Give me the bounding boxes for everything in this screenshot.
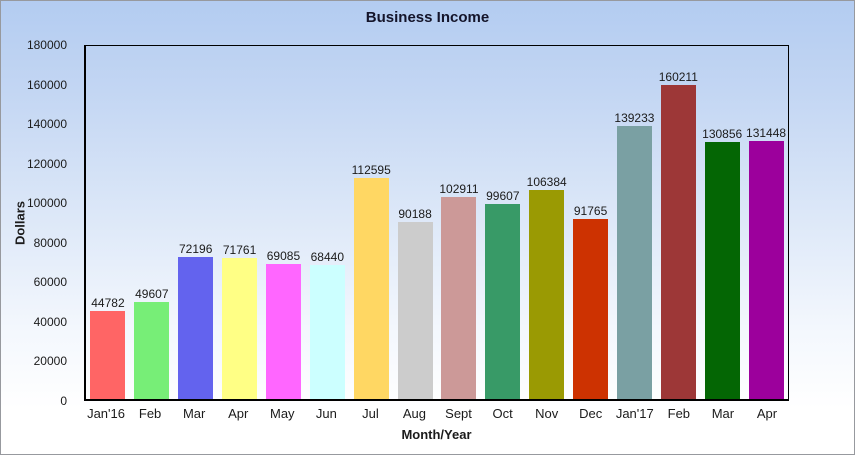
bar-slot-feb: 49607 — [130, 46, 174, 399]
bar-slot-feb: 160211 — [656, 46, 700, 399]
bar — [309, 264, 345, 399]
bar — [178, 257, 214, 399]
bar-value-label: 68440 — [310, 249, 344, 264]
bar — [529, 190, 565, 399]
bar-slot-mar: 130856 — [700, 46, 744, 399]
bar-slot-aug: 90188 — [393, 46, 437, 399]
bar-value-label: 72196 — [179, 242, 213, 257]
bar-value-label: 160211 — [658, 69, 698, 84]
y-tick-label: 100000 — [26, 196, 67, 211]
bar-value-label: 139233 — [614, 110, 655, 125]
bar-value-label: 90188 — [398, 207, 432, 222]
bar-slot-mar: 72196 — [174, 46, 218, 399]
bar-slot-jan17: 139233 — [613, 46, 657, 399]
y-tick-label: 180000 — [26, 38, 67, 52]
y-tick-label: 0 — [60, 394, 67, 408]
bar-value-label: 44782 — [91, 296, 125, 311]
x-axis-title: Month/Year — [401, 427, 472, 442]
bar — [397, 222, 433, 399]
x-tick-label: Jul — [362, 406, 379, 421]
bar-value-label: 130856 — [702, 127, 743, 142]
bar — [90, 311, 126, 399]
x-tick-label: Jan'16 — [87, 406, 125, 421]
bar-slot-dec: 91765 — [569, 46, 613, 399]
bar — [441, 197, 477, 399]
bar-slot-jan16: 44782 — [86, 46, 130, 399]
bar-value-label: 71761 — [222, 243, 257, 258]
bar-slot-may: 69085 — [262, 46, 306, 399]
bar — [134, 301, 170, 399]
bar — [353, 178, 389, 399]
x-tick-label: Apr — [756, 406, 778, 421]
x-tick-label: Mar — [711, 406, 735, 421]
x-tick-label: Sept — [445, 406, 472, 421]
bar — [704, 142, 740, 399]
x-tick-label: Jan'17 — [615, 406, 654, 421]
x-tick-label: Nov — [535, 406, 559, 421]
bar-value-label: 99607 — [486, 188, 520, 203]
x-tick-label: Mar — [182, 406, 206, 421]
bar-value-label: 102911 — [439, 182, 479, 197]
bar — [748, 141, 784, 399]
bar-slot-apr: 131448 — [744, 46, 788, 399]
bar-slot-jun: 68440 — [305, 46, 349, 399]
bar-value-label: 49607 — [135, 286, 169, 301]
bar-slot-sept: 102911 — [437, 46, 481, 399]
bar-slot-nov: 106384 — [525, 46, 569, 399]
plot-area: 44782 49607 72196 71761 69085 68440 112595 9018… — [84, 45, 789, 401]
bars-row: 44782 49607 72196 71761 69085 68440 112595 9018… — [86, 46, 788, 399]
bar — [616, 125, 652, 399]
bar — [573, 219, 609, 399]
x-tick-label: Dec — [579, 406, 603, 421]
bar-value-label: 106384 — [526, 175, 567, 190]
bar-value-label: 91765 — [573, 204, 608, 219]
y-axis-ticks: 0 20000 40000 60000 80000 100000 120000 140000 1… — [1, 38, 75, 408]
x-tick-label: Feb — [138, 406, 162, 421]
x-tick-label: May — [270, 406, 295, 421]
bar-slot-jul: 112595 — [349, 46, 393, 399]
chart-title: Business Income — [365, 9, 490, 26]
bar-value-label: 69085 — [266, 248, 301, 263]
bar — [660, 84, 696, 399]
y-tick-label: 20000 — [33, 354, 67, 369]
y-tick-label: 120000 — [26, 156, 67, 171]
bar — [222, 258, 258, 399]
y-tick-label: 160000 — [26, 77, 67, 92]
x-tick-label: Aug — [402, 406, 427, 421]
bar — [265, 263, 301, 399]
y-tick-label: 80000 — [33, 235, 67, 250]
x-axis-ticks: Jan'16 Feb Mar Apr May Jun Jul Aug Sept Oct Nov Dec… — [84, 406, 789, 421]
y-tick-label: 60000 — [33, 275, 67, 290]
bar-value-label: 131448 — [746, 126, 787, 141]
x-tick-label: Jun — [315, 406, 337, 421]
y-tick-label: 40000 — [33, 314, 67, 329]
y-tick-label: 140000 — [26, 117, 67, 132]
bar-slot-oct: 99607 — [481, 46, 525, 399]
bar — [485, 203, 521, 399]
bar-slot-apr: 71761 — [218, 46, 262, 399]
x-tick-label: Oct — [492, 406, 513, 421]
bar-value-label: 112595 — [351, 163, 391, 178]
x-tick-label: Feb — [667, 406, 691, 421]
x-tick-label: Apr — [228, 406, 249, 421]
